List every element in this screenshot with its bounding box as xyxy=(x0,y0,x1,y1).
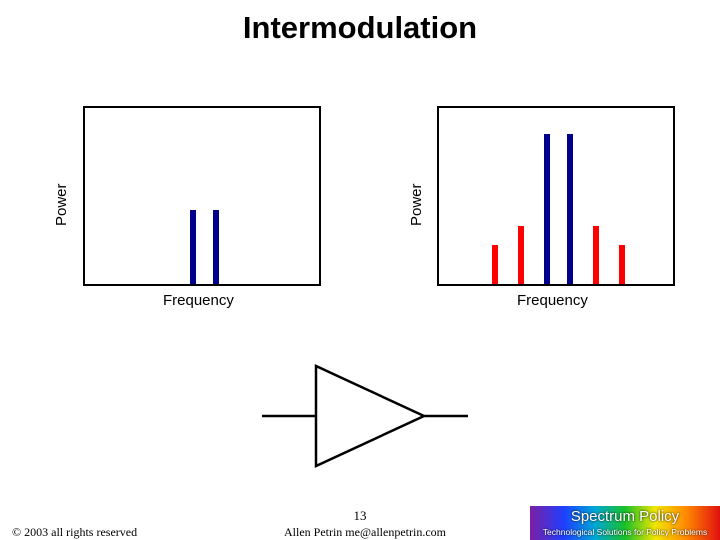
spectrum-policy-logo: Spectrum Policy Technological Solutions … xyxy=(530,506,720,540)
carrier-bar xyxy=(567,134,574,284)
page-number: 13 xyxy=(353,508,367,523)
logo-subtitle: Technological Solutions for Policy Probl… xyxy=(542,527,708,537)
right-frequency-axis-label: Frequency xyxy=(517,292,588,309)
carrier-bar xyxy=(543,134,550,284)
left-spectrum-plot xyxy=(83,106,321,286)
intermod-product-bar xyxy=(618,245,625,284)
carrier-bar xyxy=(213,210,220,284)
amplifier-triangle xyxy=(314,364,427,468)
logo-title: Spectrum Policy xyxy=(570,508,680,525)
intermod-product-bar xyxy=(492,245,499,284)
copyright-text: © 2003 all rights reserved xyxy=(12,525,138,539)
right-spectrum-plot xyxy=(437,106,675,286)
slide-title: Intermodulation xyxy=(242,10,478,45)
intermod-product-bar xyxy=(592,225,599,284)
author-contact: Allen Petrin me@allenpetrin.com xyxy=(283,525,446,539)
intermod-product-bar xyxy=(517,225,524,284)
left-frequency-axis-label: Frequency xyxy=(163,292,234,309)
carrier-bar xyxy=(189,210,196,284)
